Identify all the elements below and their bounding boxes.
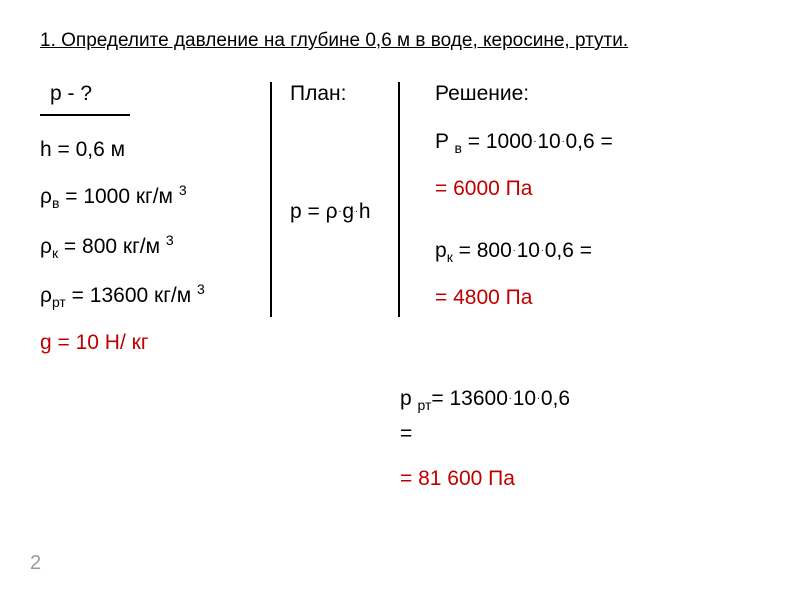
pv-06: 0,6 =: [565, 130, 612, 153]
given-h: h = 0,6 м: [40, 136, 235, 163]
problem-title: 1. Определите давление на глубине 0,6 м …: [40, 30, 760, 52]
plan-column: План: p = ρ.g.h: [270, 82, 400, 317]
prt-eq: = 13600: [431, 387, 508, 410]
pv-10: 10: [537, 130, 560, 153]
cube-2: 3: [166, 232, 174, 248]
page-number: 2: [30, 552, 41, 575]
given-rho-k: ρк = 800 кг/м 3: [40, 231, 235, 262]
dot-3: .: [534, 134, 537, 145]
prt-10: 10: [513, 387, 536, 410]
pv-sub: в: [454, 140, 461, 156]
divider-line: [40, 114, 130, 116]
dot-2: .: [355, 204, 358, 215]
prt-sub: рт: [418, 397, 432, 413]
rho-k-sym: ρ: [40, 235, 52, 258]
dot-7: .: [509, 391, 512, 402]
pv-result: = 6000 Па: [435, 175, 760, 202]
pk-eq: = 800: [453, 239, 512, 262]
formula-g: g: [342, 200, 354, 223]
solution-water: P в = 1000.10.0,6 = = 6000 Па: [435, 128, 760, 221]
prt-eq2: =: [400, 420, 760, 447]
rho-rt-val: = 13600 кг/м: [66, 284, 197, 307]
given-rho-v: ρв = 1000 кг/м 3: [40, 181, 235, 212]
pk-06: 0,6 =: [545, 239, 592, 262]
solution-column: Решение: P в = 1000.10.0,6 = = 6000 Па p…: [435, 82, 760, 345]
cube-1: 3: [179, 182, 187, 198]
dot-8: .: [537, 391, 540, 402]
pk-result: = 4800 Па: [435, 284, 760, 311]
find-label: p - ?: [50, 82, 235, 106]
prt-06: 0,6: [541, 387, 570, 410]
pv-calc: P в = 1000.10.0,6 =: [435, 128, 760, 157]
pk-10: 10: [517, 239, 540, 262]
rho-v-sym: ρ: [40, 185, 52, 208]
solution-mercury: p рт= 13600.10.0,6 = = 81 600 Па: [400, 385, 760, 493]
rho-k-val: = 800 кг/м: [58, 235, 166, 258]
solution-header: Решение:: [435, 82, 760, 106]
rho-rt-sub: рт: [52, 294, 66, 310]
dot-5: .: [513, 243, 516, 254]
given-column: p - ? h = 0,6 м ρв = 1000 кг/м 3 ρк = 80…: [40, 82, 235, 375]
dot-6: .: [541, 243, 544, 254]
formula-h: h: [359, 200, 371, 223]
dot-1: .: [339, 204, 342, 215]
rho-rt-sym: ρ: [40, 284, 52, 307]
plan-header: План:: [290, 82, 380, 106]
pk-lhs: p: [435, 239, 447, 262]
cube-3: 3: [197, 281, 205, 297]
given-rho-rt: ρрт = 13600 кг/м 3: [40, 280, 235, 311]
formula-p: p = ρ: [290, 200, 338, 223]
given-g: g = 10 Н/ кг: [40, 329, 235, 356]
pv-lhs: P: [435, 130, 454, 153]
solution-kerosene: pк = 800.10.0,6 = = 4800 Па: [435, 237, 760, 330]
rho-v-val: = 1000 кг/м: [59, 185, 178, 208]
pv-eq: = 1000: [462, 130, 533, 153]
prt-result: = 81 600 Па: [400, 465, 760, 492]
prt-calc: p рт= 13600.10.0,6: [400, 385, 760, 414]
pk-calc: pк = 800.10.0,6 =: [435, 237, 760, 266]
formula: p = ρ.g.h: [290, 200, 380, 224]
prt-lhs: p: [400, 387, 418, 410]
content-area: p - ? h = 0,6 м ρв = 1000 кг/м 3 ρк = 80…: [40, 82, 760, 375]
